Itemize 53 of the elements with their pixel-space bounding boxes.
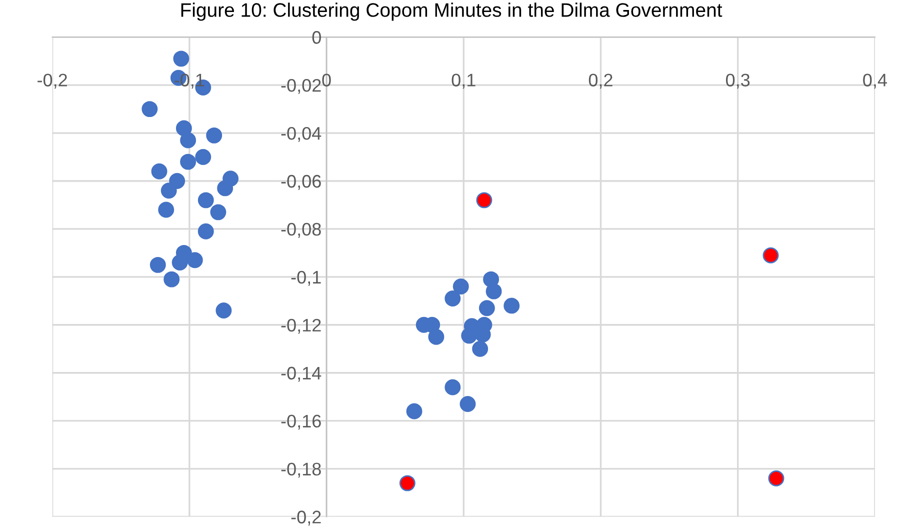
y-tick-label: -0,1 bbox=[291, 270, 321, 286]
point bbox=[472, 340, 488, 357]
point bbox=[210, 204, 226, 220]
point bbox=[444, 379, 461, 396]
point bbox=[428, 328, 444, 345]
point bbox=[768, 470, 784, 486]
point bbox=[478, 300, 495, 316]
y-tick-label: 0 bbox=[312, 31, 321, 44]
y-tick-label: -0,08 bbox=[281, 222, 321, 238]
y-tick-label: -0,14 bbox=[281, 366, 322, 382]
y-tick-label: -0,02 bbox=[281, 79, 321, 94]
point bbox=[476, 192, 492, 208]
point bbox=[399, 475, 416, 492]
point bbox=[151, 163, 168, 180]
point bbox=[169, 173, 186, 189]
y-tick-label: -0,2 bbox=[291, 510, 321, 526]
y-tick-label: -0,16 bbox=[281, 414, 321, 430]
x-tick-label: 0 bbox=[322, 74, 331, 86]
point bbox=[142, 101, 158, 118]
point bbox=[762, 247, 779, 264]
point bbox=[486, 283, 502, 300]
x-tick-label: 0,1 bbox=[452, 74, 476, 89]
point bbox=[176, 120, 192, 136]
point bbox=[160, 182, 177, 199]
point bbox=[452, 278, 469, 294]
chart-title: Figure 10: Clustering Copom Minutes in the Dilma Government bbox=[181, 2, 722, 21]
y-tick-label: -0,12 bbox=[281, 318, 321, 334]
point bbox=[180, 154, 196, 170]
point bbox=[504, 298, 520, 314]
point bbox=[406, 403, 422, 420]
x-tick-label: 0,3 bbox=[726, 74, 750, 89]
point bbox=[172, 254, 188, 271]
point bbox=[217, 180, 234, 196]
point bbox=[180, 132, 196, 148]
point bbox=[158, 202, 174, 218]
point bbox=[198, 192, 214, 208]
point bbox=[444, 290, 461, 306]
x-tick-label: 0,2 bbox=[588, 74, 612, 89]
x-tick-label: 0,4 bbox=[863, 74, 887, 89]
point bbox=[173, 50, 190, 67]
point bbox=[206, 127, 222, 144]
point bbox=[150, 256, 166, 273]
y-tick-label: -0,04 bbox=[281, 126, 322, 142]
point bbox=[186, 252, 203, 268]
point bbox=[216, 302, 232, 318]
point bbox=[198, 223, 214, 240]
y-tick-label: -0,18 bbox=[281, 462, 321, 478]
x-tick-label: -0,2 bbox=[38, 74, 67, 89]
point bbox=[461, 328, 478, 344]
y-tick-label: -0,06 bbox=[281, 174, 321, 190]
point bbox=[460, 396, 476, 412]
point bbox=[164, 271, 180, 288]
point bbox=[195, 149, 212, 165]
